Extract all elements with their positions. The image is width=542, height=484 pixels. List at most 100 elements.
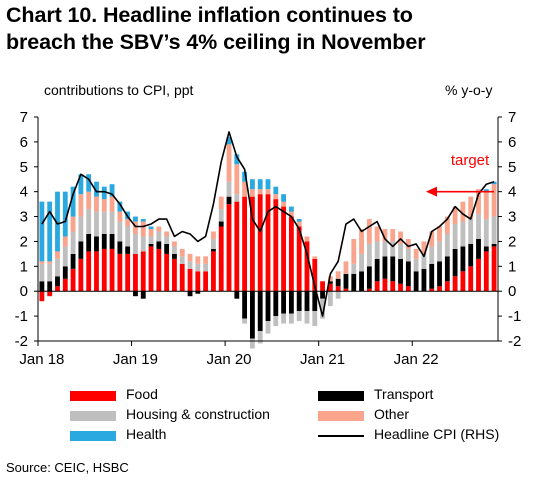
bar-transport — [78, 241, 84, 259]
bar-food — [382, 278, 388, 292]
bar-housing-construction — [257, 331, 263, 344]
bar-food — [429, 288, 435, 292]
bar-other — [405, 238, 411, 249]
bar-housing-construction — [476, 214, 481, 239]
bar-transport — [242, 291, 248, 319]
x-tick-label: Jan 20 — [206, 351, 251, 368]
bar-housing-construction — [78, 216, 84, 242]
bar-food — [468, 266, 474, 292]
left-tick-label: 0 — [20, 283, 28, 300]
bar-other — [164, 231, 170, 237]
bar-housing-construction — [140, 236, 146, 252]
bar-transport — [296, 291, 302, 312]
bar-food — [483, 251, 489, 292]
bar-health — [133, 216, 138, 222]
bar-housing-construction — [211, 238, 216, 249]
left-tick-label: -2 — [15, 333, 28, 350]
bar-housing-construction — [226, 181, 232, 197]
bar-food — [86, 251, 92, 292]
bar-food — [218, 226, 224, 292]
bar-food — [374, 281, 380, 292]
bar-other — [413, 248, 419, 259]
bar-food — [172, 258, 177, 292]
bar-health — [86, 174, 92, 192]
legend-swatch-housing — [70, 411, 116, 421]
bar-other — [62, 236, 68, 247]
bar-transport — [366, 266, 372, 289]
bar-housing-construction — [468, 219, 474, 244]
bar-food — [312, 258, 318, 292]
bar-other — [179, 248, 185, 257]
bar-transport — [249, 291, 255, 339]
bar-health — [148, 226, 154, 229]
bar-health — [234, 154, 240, 165]
bar-other — [390, 229, 396, 242]
bar-food — [39, 291, 45, 302]
bar-food — [491, 246, 497, 292]
bar-food — [164, 253, 170, 292]
bar-health — [94, 181, 99, 197]
bar-other — [288, 211, 294, 217]
target-arrow-head — [426, 186, 437, 197]
bar-transport — [476, 238, 481, 259]
bar-transport — [86, 233, 92, 252]
bar-other — [265, 189, 271, 195]
x-tick-label: Jan 22 — [394, 351, 439, 368]
x-tick-label: Jan 21 — [300, 351, 345, 368]
right-tick-label: 0 — [508, 283, 516, 300]
chart-title-line2: breach the SBV’s 4% ceiling in November — [6, 30, 426, 54]
bar-transport — [156, 241, 162, 249]
bar-health — [226, 136, 232, 145]
bar-housing-construction — [156, 231, 162, 242]
bar-other — [351, 238, 357, 264]
bar-transport — [437, 261, 442, 287]
bar-housing-construction — [390, 241, 396, 257]
bar-transport — [257, 291, 263, 332]
bar-food — [265, 194, 271, 292]
bar-other — [39, 261, 45, 264]
bar-food — [390, 281, 396, 292]
bar-transport — [483, 246, 489, 252]
bar-food — [281, 206, 287, 292]
bar-food — [296, 226, 302, 292]
legend-label-food: Food — [126, 386, 158, 402]
bar-transport — [62, 266, 68, 279]
bar-other — [476, 189, 481, 215]
bar-transport — [312, 291, 318, 312]
bar-other — [257, 189, 263, 195]
bar-food — [476, 258, 481, 292]
bar-other — [242, 181, 248, 197]
bar-other — [78, 194, 84, 217]
left-tick-label: 2 — [20, 233, 28, 250]
bar-food — [460, 271, 466, 292]
bar-transport — [429, 263, 435, 289]
bar-housing-construction — [304, 311, 310, 324]
bar-transport — [109, 233, 115, 249]
legend-label-health: Health — [126, 426, 167, 442]
bar-other — [296, 221, 302, 227]
left-tick-label: 3 — [20, 209, 28, 226]
right-axis-label: % y-o-y — [445, 82, 493, 98]
bar-transport — [55, 276, 60, 287]
legend-swatch-transport — [318, 391, 364, 401]
bar-transport — [234, 291, 240, 299]
legend-label-transport: Transport — [374, 386, 434, 402]
bar-housing-construction — [320, 298, 325, 319]
bar-transport — [405, 261, 411, 287]
bar-food — [444, 281, 450, 292]
bar-housing-construction — [288, 313, 294, 324]
bar-transport — [218, 221, 224, 227]
bar-health — [249, 179, 255, 190]
legend-swatch-other — [318, 411, 364, 421]
bar-health — [257, 179, 263, 190]
bar-other — [359, 229, 364, 254]
bar-food — [288, 216, 294, 292]
bar-food — [62, 278, 68, 292]
bar-transport — [39, 281, 45, 292]
bar-transport — [187, 291, 193, 297]
bar-housing-construction — [234, 194, 240, 202]
bar-other — [273, 194, 279, 200]
bar-housing-construction — [117, 221, 123, 242]
bar-housing-construction — [382, 241, 388, 257]
bar-transport — [94, 236, 99, 252]
